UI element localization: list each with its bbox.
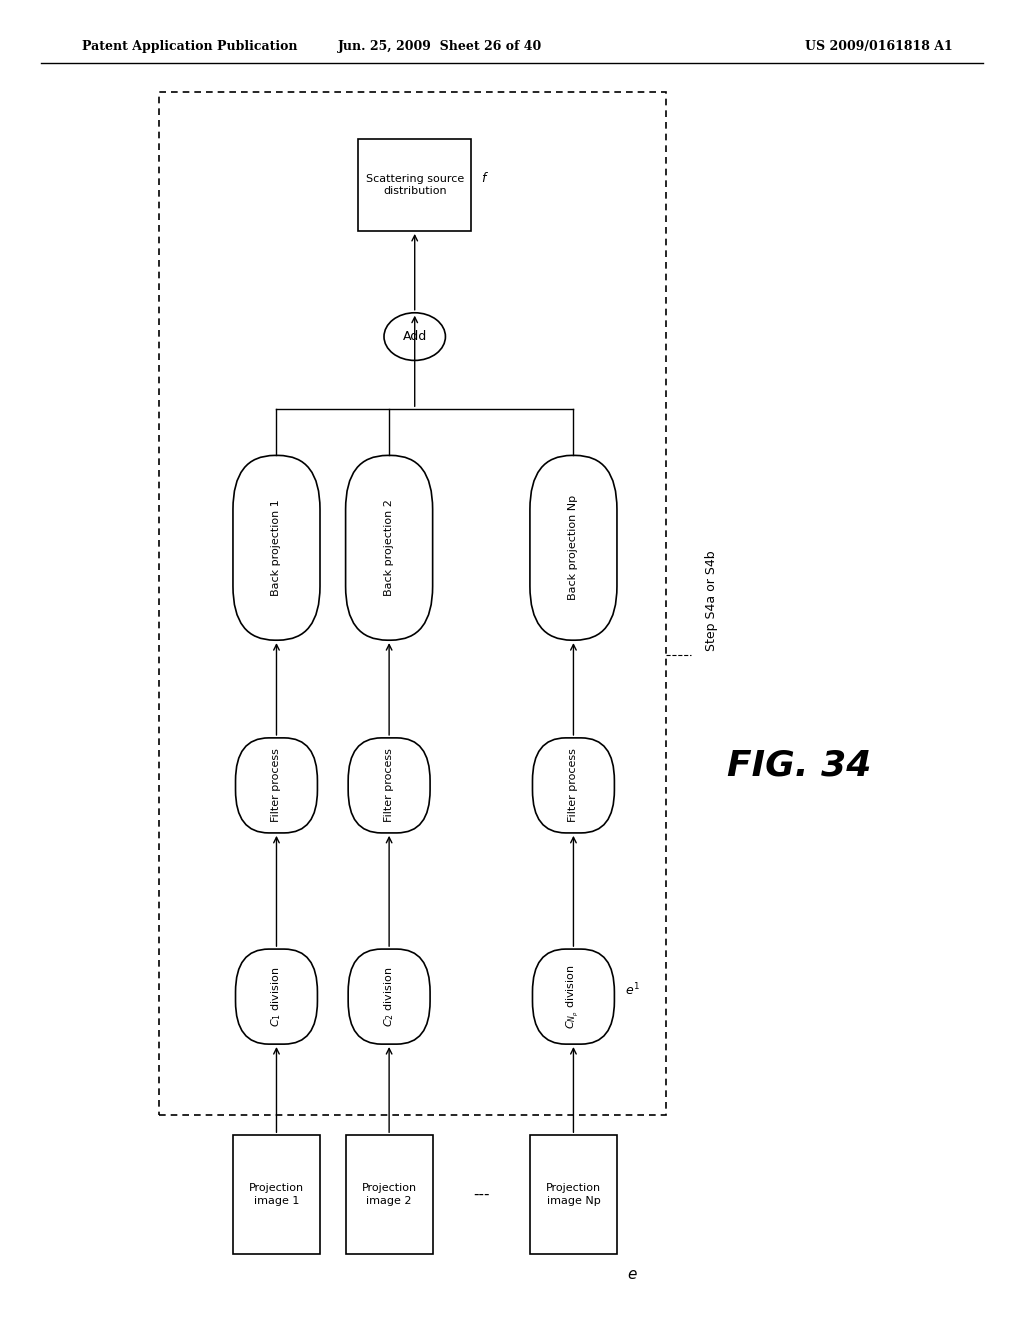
Text: Back projection 1: Back projection 1 [271,499,282,597]
Text: Back projection 2: Back projection 2 [384,499,394,597]
Text: Projection
image 2: Projection image 2 [361,1184,417,1205]
FancyBboxPatch shape [236,949,317,1044]
Text: Projection
image 1: Projection image 1 [249,1184,304,1205]
Text: Projection
image Np: Projection image Np [546,1184,601,1205]
FancyBboxPatch shape [348,949,430,1044]
Text: Patent Application Publication: Patent Application Publication [82,40,297,53]
Text: Jun. 25, 2009  Sheet 26 of 40: Jun. 25, 2009 Sheet 26 of 40 [338,40,543,53]
Text: FIG. 34: FIG. 34 [727,748,870,783]
FancyBboxPatch shape [358,139,471,231]
FancyBboxPatch shape [236,738,317,833]
Text: e: e [627,1267,637,1282]
FancyBboxPatch shape [233,1135,319,1254]
Text: Filter process: Filter process [384,748,394,822]
FancyBboxPatch shape [530,455,616,640]
Text: $C_{N_p}$ division: $C_{N_p}$ division [565,964,582,1030]
Text: Step S4a or S4b: Step S4a or S4b [706,550,718,651]
Text: $C_2$ division: $C_2$ division [382,966,396,1027]
Text: $e^1$: $e^1$ [625,982,640,998]
FancyBboxPatch shape [233,455,319,640]
FancyBboxPatch shape [530,1135,616,1254]
Ellipse shape [384,313,445,360]
Text: Scattering source
distribution: Scattering source distribution [366,174,464,195]
Text: ---: --- [473,1187,489,1203]
FancyBboxPatch shape [532,738,614,833]
FancyBboxPatch shape [346,1135,433,1254]
Text: US 2009/0161818 A1: US 2009/0161818 A1 [805,40,952,53]
Text: Filter process: Filter process [271,748,282,822]
Text: Filter process: Filter process [568,748,579,822]
FancyBboxPatch shape [532,949,614,1044]
FancyBboxPatch shape [348,738,430,833]
Text: Add: Add [402,330,427,343]
Text: f: f [481,172,485,185]
Text: $C_1$ division: $C_1$ division [269,966,284,1027]
FancyBboxPatch shape [346,455,433,640]
Text: Back projection Np: Back projection Np [568,495,579,601]
